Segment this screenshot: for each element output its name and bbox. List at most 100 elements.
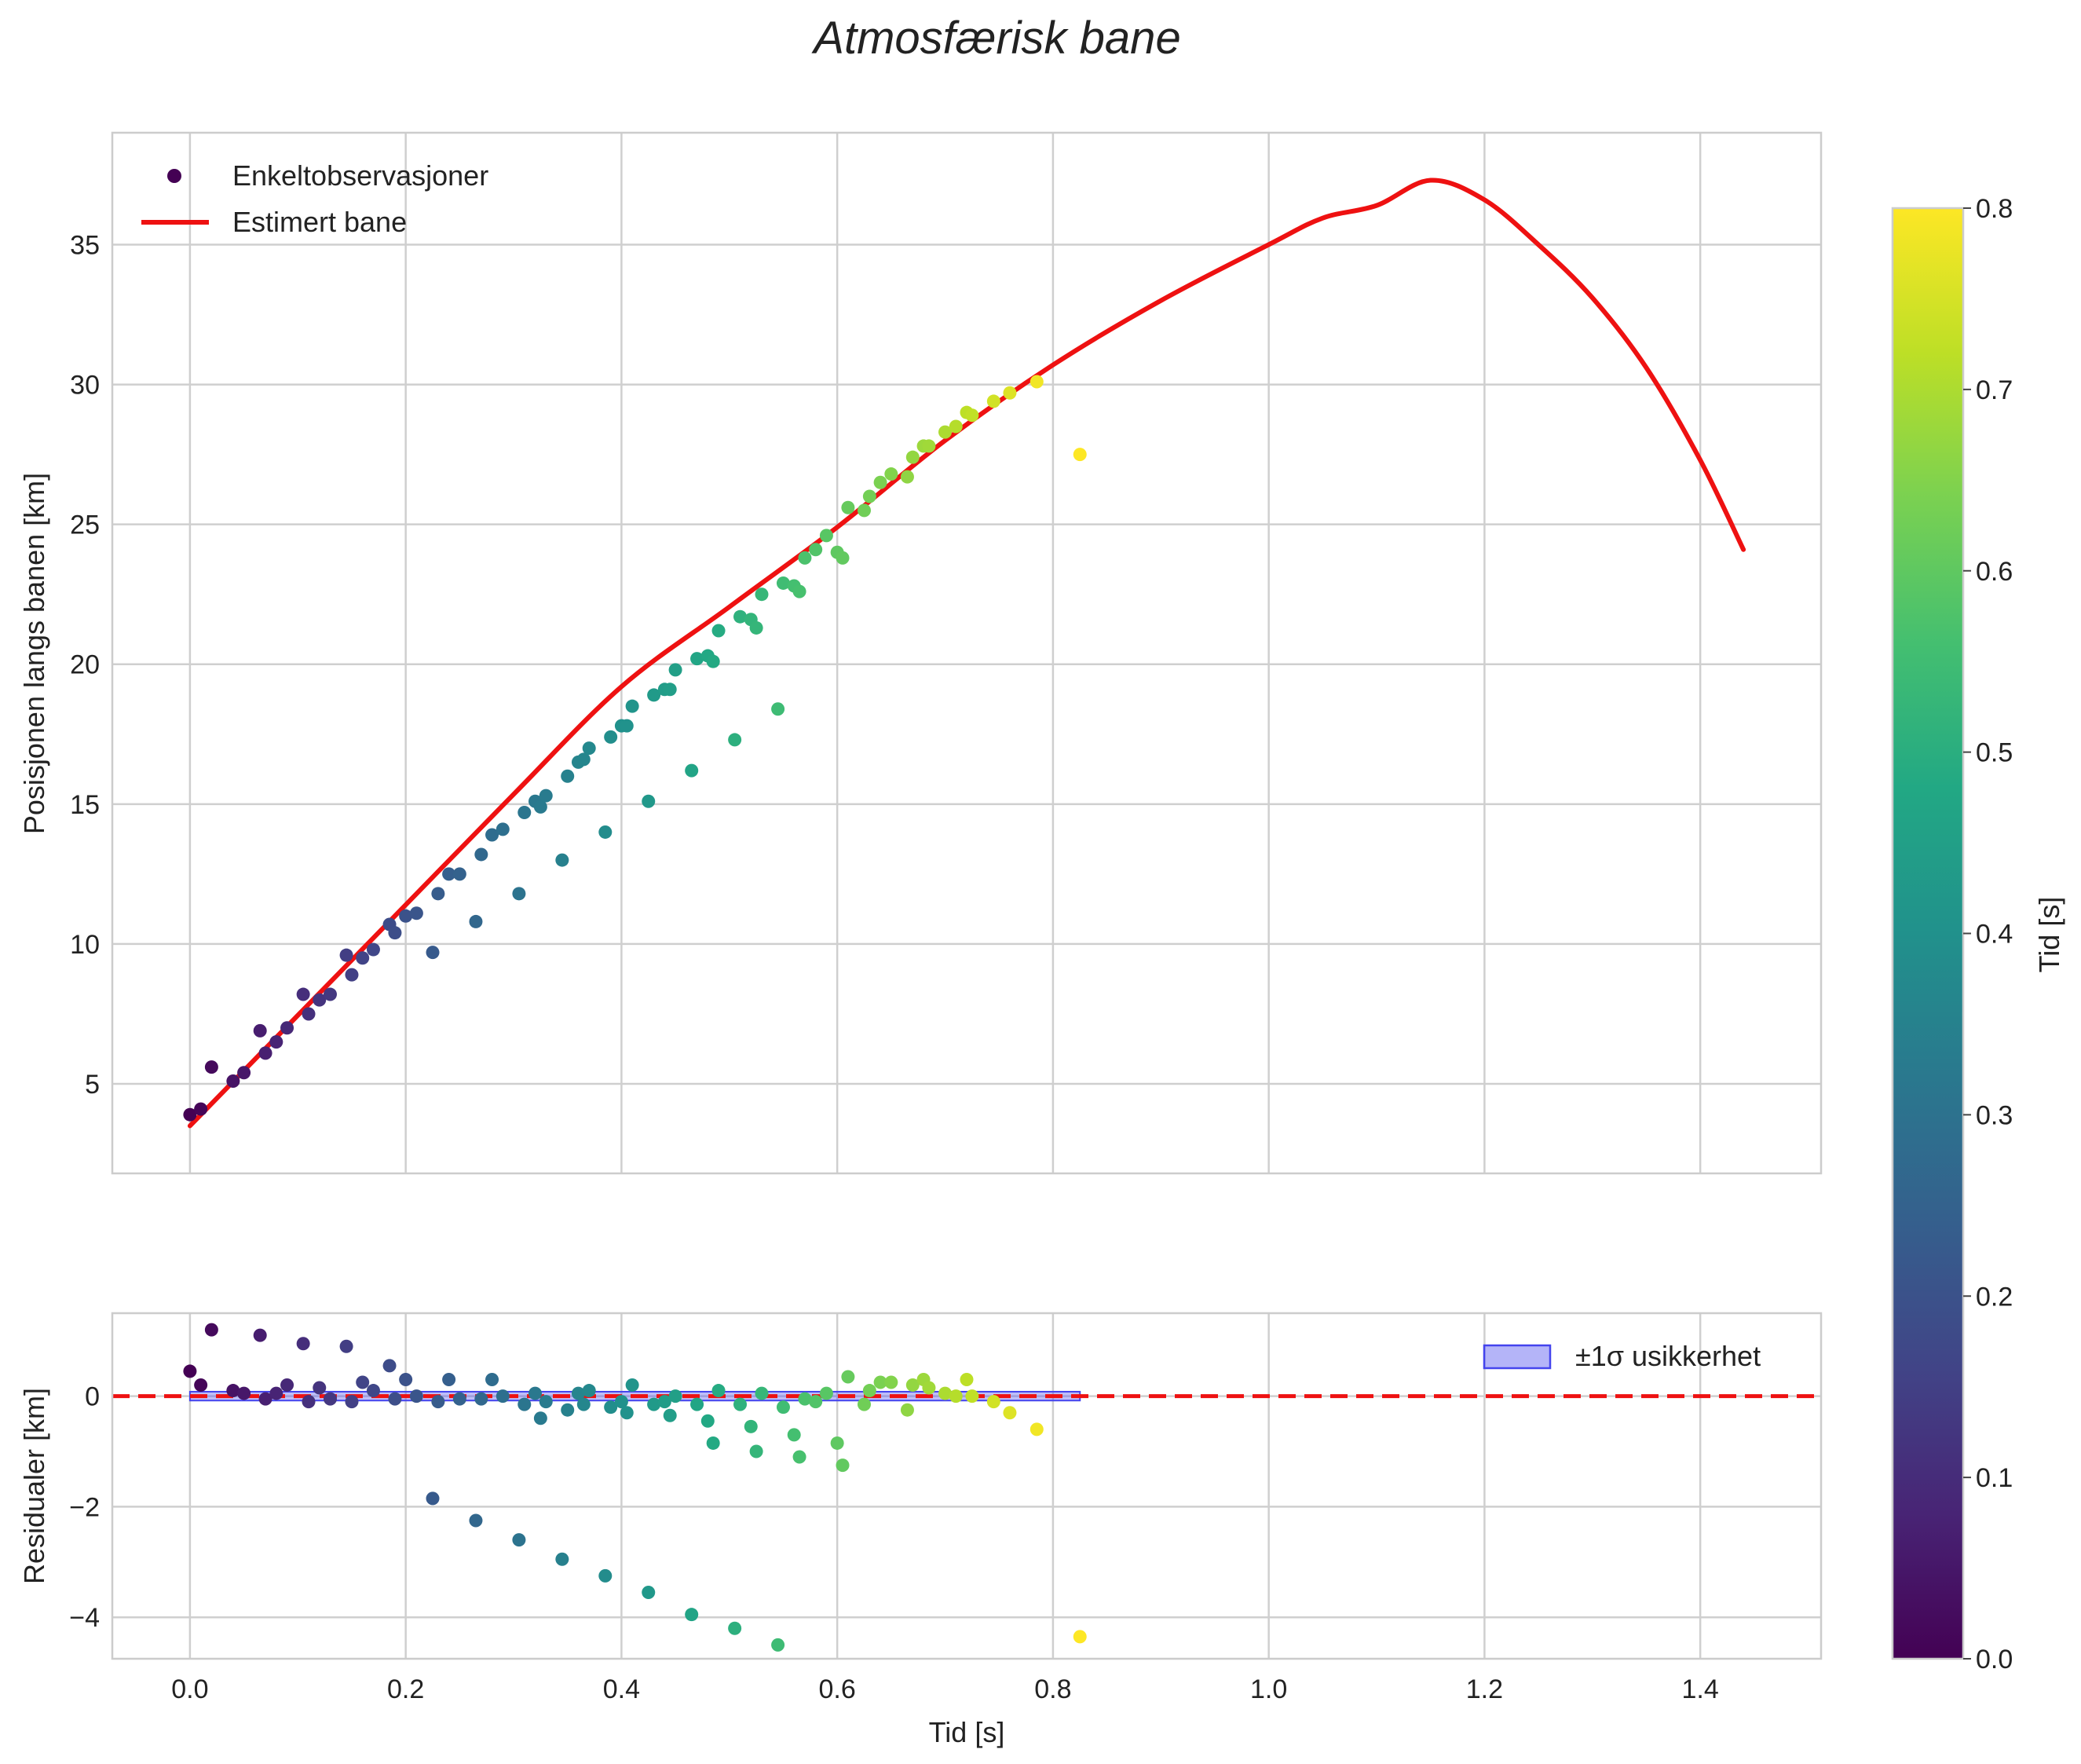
legend-uncertainty-label: ±1σ usikkerhet [1575,1340,1761,1372]
observation-point [884,467,898,481]
observation-point [204,1060,218,1074]
residual-point [533,1411,547,1425]
observation-point [1003,386,1017,400]
top-y-tick-label: 35 [70,230,100,260]
top-legend: Enkeltobservasjoner Estimert bane [141,159,488,238]
bottom-legend: ±1σ usikkerhet [1483,1340,1761,1372]
residual-point [345,1395,359,1409]
residual-point [528,1386,543,1400]
residual-point [474,1392,488,1406]
residual-point [986,1395,1000,1409]
colorbar-tick-label: 0.8 [1976,194,2013,224]
colorbar-tick-label: 0.1 [1976,1463,2013,1493]
colorbar-tick-label: 0.3 [1976,1100,2013,1130]
bottom-y-tick-label: −4 [69,1603,100,1633]
residual-point [830,1436,844,1450]
observation-point [582,741,596,756]
x-tick-label: 1.2 [1466,1674,1503,1704]
residual-point [226,1384,240,1398]
observation-point [237,1066,251,1080]
residual-point [183,1364,197,1378]
observation-point [339,948,353,962]
residual-point [657,1395,671,1409]
observation-point [819,529,833,543]
residual-point [706,1436,720,1450]
residual-point [873,1375,887,1389]
bottom-y-axis-label: Residualer [km] [18,1388,50,1584]
legend-uncertainty-swatch [1483,1344,1552,1370]
residual-point [755,1386,769,1400]
observation-point [836,551,850,565]
observation-point [442,867,456,881]
observation-point [728,733,742,747]
residual-point [388,1392,402,1406]
colorbar-tick-label: 0.7 [1976,375,2013,405]
x-ticks: 0.0 0.2 0.4 0.6 0.8 1.0 1.2 1.4 [171,1674,1718,1704]
observation-point [555,853,569,867]
residual-point [857,1397,871,1411]
estimated-trajectory-path [187,177,1746,1129]
observation-point [668,663,682,677]
residual-point [302,1395,316,1409]
residual-point [253,1328,267,1342]
residual-point [382,1359,397,1373]
x-tick-label: 0.0 [171,1674,208,1704]
legend-estimate-label: Estimert bane [232,206,407,238]
residual-point [771,1638,785,1652]
observation-point [949,419,963,434]
residual-point [965,1389,979,1404]
observation-point [733,609,748,624]
observation-point [194,1102,208,1116]
observation-point [426,946,440,960]
colorbar-tick-label: 0.0 [1976,1645,2013,1674]
observation-point [226,1074,240,1088]
observation-point [690,652,704,666]
top-grid [112,133,1821,1173]
observation-point [496,822,510,836]
observation-point [366,942,380,957]
residual-point [841,1370,855,1384]
residual-point [749,1444,763,1458]
residual-point [809,1395,823,1409]
residual-point [258,1392,272,1406]
observation-point [280,1021,294,1035]
residual-point [792,1450,806,1464]
residual-point [836,1458,850,1473]
residual-point [555,1552,569,1566]
observation-point [873,475,887,489]
residual-point [776,1400,790,1414]
observation-point [647,688,661,702]
bottom-grid [112,1313,1821,1659]
residual-point [819,1386,833,1400]
colorbar-gradient [1891,207,1965,1660]
x-tick-label: 0.4 [603,1674,640,1704]
residual-point [598,1568,613,1583]
observation-point [771,702,785,716]
residual-point [366,1384,380,1398]
residual-point [787,1428,801,1442]
observation-point [474,847,488,862]
residual-point [733,1397,748,1411]
legend-observation-marker [167,169,181,183]
observation-point [1030,375,1044,389]
residual-point [204,1323,218,1337]
chart-title: Atmosfærisk bane [811,13,1180,64]
bottom-plot-frame [111,1312,1823,1660]
observation-point [269,1035,283,1049]
residual-point [700,1414,715,1428]
observation-point [452,867,466,881]
bottom-y-tick-label: −2 [69,1492,100,1522]
observation-point [323,987,337,1001]
observation-point [862,489,876,503]
observation-point [938,425,953,439]
top-y-axis-label: Posisjonen langs banen [km] [18,473,50,834]
legend-observations-label: Enkeltobservasjoner [232,159,488,192]
residual-point [604,1400,618,1414]
residual-point [938,1386,953,1400]
observation-point [253,1023,267,1038]
residual-point [323,1392,337,1406]
observation-point [388,926,402,940]
observation-point [986,394,1000,408]
residual-point [518,1397,532,1411]
top-y-tick-label: 25 [70,511,100,540]
